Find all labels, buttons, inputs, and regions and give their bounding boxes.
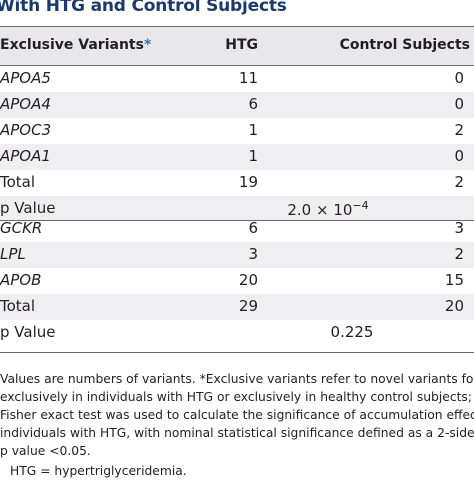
header-exclusive-variants-label: Exclusive Variants bbox=[0, 37, 144, 53]
gene-name: APOB bbox=[0, 271, 42, 289]
p-value-label: p Value bbox=[0, 323, 56, 341]
htg-count: 19 bbox=[238, 173, 258, 191]
control-count: 0 bbox=[454, 69, 464, 87]
table-bottom-rule bbox=[0, 352, 474, 353]
footnote-line: individuals with HTG, with nominal stati… bbox=[0, 426, 474, 440]
control-count: 2 bbox=[454, 173, 464, 191]
table-row-gckr: GCKR 6 3 bbox=[0, 216, 474, 242]
table-header-row: Exclusive Variants* HTG Control Subjects bbox=[0, 26, 474, 66]
header-htg: HTG bbox=[225, 37, 258, 53]
p-value-base: 2.0 × 10 bbox=[287, 201, 353, 219]
p-value-label: p Value bbox=[0, 199, 56, 217]
table-row-total-1: Total 19 2 bbox=[0, 170, 474, 196]
control-count: 2 bbox=[454, 245, 464, 263]
gene-name: APOA5 bbox=[0, 69, 51, 87]
p-value-exponent: −4 bbox=[352, 199, 369, 212]
footnote-marker: * bbox=[143, 37, 152, 53]
control-count: 15 bbox=[444, 271, 464, 289]
control-count: 20 bbox=[444, 297, 464, 315]
gene-name: APOC3 bbox=[0, 121, 52, 139]
footnote-line: Values are numbers of variants. *Exclusi… bbox=[0, 372, 474, 386]
table-row-apoa4: APOA4 6 0 bbox=[0, 92, 474, 118]
table-title: With HTG and Control Subjects bbox=[0, 0, 287, 16]
htg-count: 3 bbox=[248, 245, 258, 263]
htg-count: 6 bbox=[248, 219, 258, 237]
table-row-p-value-1: p Value 2.0 × 10−4 bbox=[0, 196, 474, 220]
table-title-band: With HTG and Control Subjects bbox=[0, 0, 474, 22]
footnote-line: exclusively in individuals with HTG or e… bbox=[0, 390, 474, 404]
section-divider bbox=[0, 220, 474, 221]
table-row-p-value-2: p Value 0.225 bbox=[0, 320, 474, 346]
htg-count: 6 bbox=[248, 95, 258, 113]
gene-name: LPL bbox=[0, 245, 26, 263]
htg-count: 11 bbox=[238, 69, 258, 87]
table-footnote: Values are numbers of variants. *Exclusi… bbox=[0, 370, 474, 460]
footnote-line: Fisher exact test was used to calculate … bbox=[0, 408, 474, 422]
table-row-apob: APOB 20 15 bbox=[0, 268, 474, 294]
p-value: 0.225 bbox=[330, 323, 374, 341]
htg-count: 1 bbox=[248, 121, 258, 139]
control-count: 3 bbox=[454, 219, 464, 237]
gene-name: APOA4 bbox=[0, 95, 51, 113]
abbreviation-note: HTG = hypertriglyceridemia. bbox=[10, 464, 187, 478]
total-label: Total bbox=[0, 173, 36, 191]
gene-name: APOA1 bbox=[0, 147, 51, 165]
footnote-line: p value <0.05. bbox=[0, 444, 91, 458]
gene-name: GCKR bbox=[0, 219, 43, 237]
table-row-lpl: LPL 3 2 bbox=[0, 242, 474, 268]
table-row-apoc3: APOC3 1 2 bbox=[0, 118, 474, 144]
htg-count: 20 bbox=[238, 271, 258, 289]
header-control-subjects: Control Subjects bbox=[339, 37, 470, 53]
table-row-apoa5: APOA5 11 0 bbox=[0, 66, 474, 92]
total-label: Total bbox=[0, 297, 36, 315]
table-row-total-2: Total 29 20 bbox=[0, 294, 474, 320]
p-value: 2.0 × 10−4 bbox=[287, 199, 368, 219]
header-exclusive-variants: Exclusive Variants* bbox=[0, 37, 151, 53]
htg-count: 29 bbox=[238, 297, 258, 315]
control-count: 2 bbox=[454, 121, 464, 139]
control-count: 0 bbox=[454, 95, 464, 113]
control-count: 0 bbox=[454, 147, 464, 165]
htg-count: 1 bbox=[248, 147, 258, 165]
table-row-apoa1: APOA1 1 0 bbox=[0, 144, 474, 170]
